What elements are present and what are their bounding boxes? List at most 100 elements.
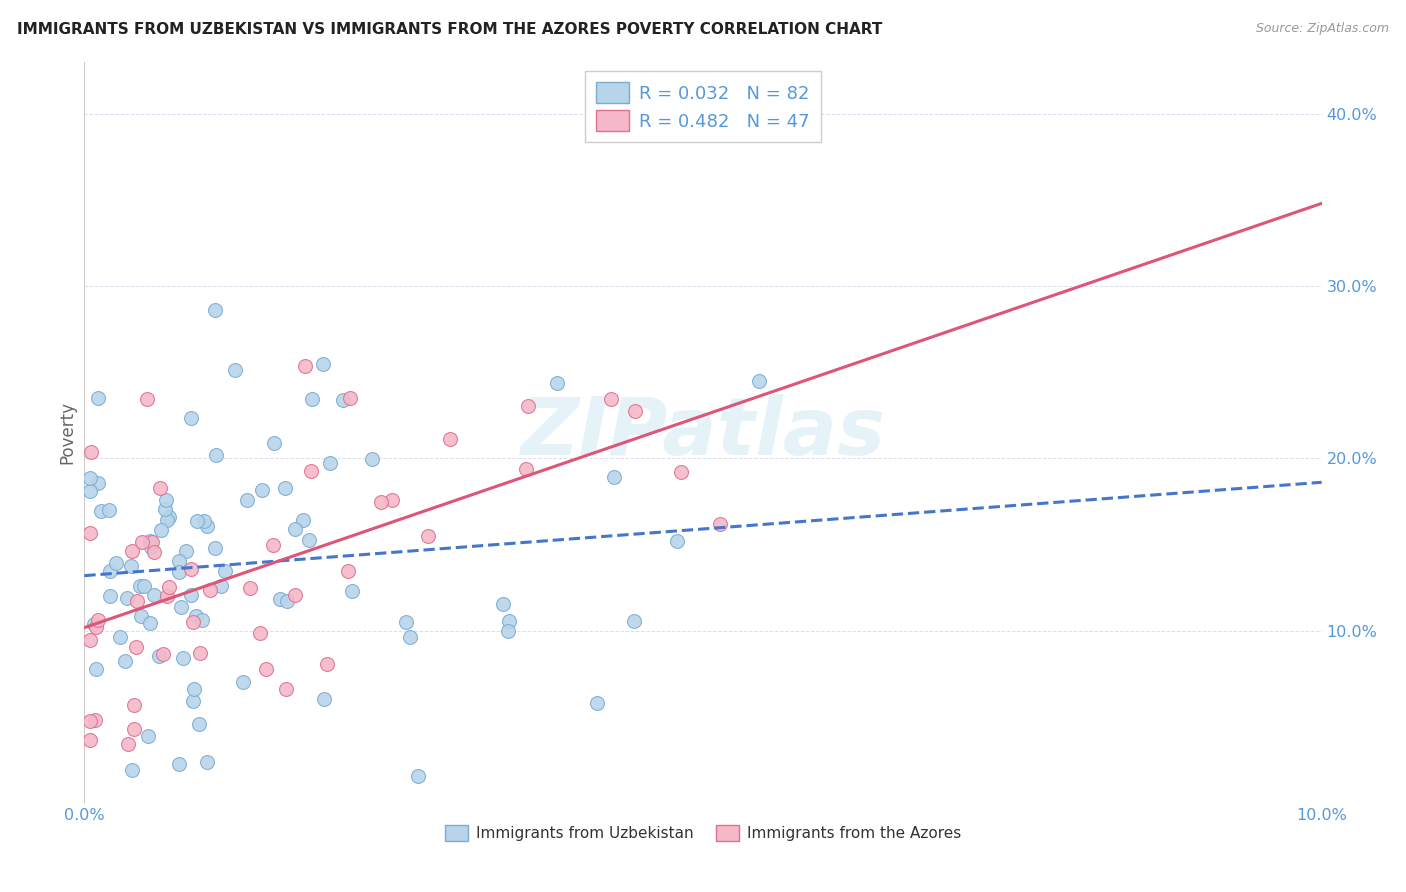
Point: [284, 522, 307, 536]
Point: [136, 729, 159, 743]
Point: [183, 681, 205, 696]
Point: [274, 682, 297, 697]
Point: [181, 694, 204, 708]
Point: [100, 589, 122, 603]
Point: [141, 535, 163, 549]
Point: [86, 662, 108, 676]
Point: [262, 539, 284, 553]
Legend: Immigrants from Uzbekistan, Immigrants from the Azores: Immigrants from Uzbekistan, Immigrants f…: [439, 819, 967, 847]
Point: [669, 465, 692, 479]
Point: [204, 541, 226, 555]
Point: [214, 564, 236, 578]
Point: [186, 514, 208, 528]
Point: [332, 392, 354, 407]
Point: [250, 483, 273, 497]
Point: [124, 722, 146, 736]
Point: [301, 392, 323, 407]
Point: [87, 614, 110, 628]
Point: [84, 620, 107, 634]
Point: [709, 516, 731, 531]
Point: [115, 591, 138, 606]
Point: [235, 493, 257, 508]
Point: [167, 554, 190, 568]
Point: [299, 464, 322, 478]
Point: [180, 562, 202, 576]
Point: [138, 616, 160, 631]
Point: [155, 493, 177, 508]
Point: [120, 558, 142, 573]
Point: [87, 391, 110, 405]
Point: [180, 588, 202, 602]
Point: [121, 763, 143, 777]
Point: [603, 470, 626, 484]
Point: [184, 608, 207, 623]
Point: [599, 392, 621, 406]
Point: [249, 626, 271, 640]
Point: [418, 529, 440, 543]
Point: [406, 769, 429, 783]
Point: [108, 630, 131, 644]
Point: [269, 592, 291, 607]
Point: [439, 432, 461, 446]
Point: [105, 556, 128, 570]
Point: [515, 462, 537, 476]
Point: [312, 358, 335, 372]
Point: [84, 713, 107, 727]
Point: [98, 502, 121, 516]
Point: [181, 615, 204, 629]
Point: [191, 614, 214, 628]
Point: [142, 589, 165, 603]
Point: [586, 696, 609, 710]
Point: [170, 599, 193, 614]
Point: [498, 624, 520, 638]
Point: [121, 544, 143, 558]
Point: [209, 579, 232, 593]
Point: [276, 594, 298, 608]
Point: [150, 523, 173, 537]
Point: [125, 640, 148, 654]
Point: [546, 376, 568, 391]
Point: [90, 503, 112, 517]
Point: [623, 615, 645, 629]
Point: [198, 582, 221, 597]
Point: [361, 451, 384, 466]
Point: [498, 615, 520, 629]
Point: [79, 632, 101, 647]
Point: [139, 540, 162, 554]
Point: [193, 514, 215, 528]
Point: [79, 526, 101, 541]
Point: [131, 535, 153, 549]
Point: [156, 513, 179, 527]
Point: [114, 654, 136, 668]
Point: [176, 544, 198, 558]
Point: [623, 403, 645, 417]
Text: IMMIGRANTS FROM UZBEKISTAN VS IMMIGRANTS FROM THE AZORES POVERTY CORRELATION CHA: IMMIGRANTS FROM UZBEKISTAN VS IMMIGRANTS…: [17, 22, 882, 37]
Text: ZIPatlas: ZIPatlas: [520, 393, 886, 472]
Point: [370, 495, 392, 509]
Point: [340, 583, 363, 598]
Point: [339, 392, 361, 406]
Point: [167, 565, 190, 579]
Point: [195, 518, 218, 533]
Point: [98, 564, 121, 578]
Point: [283, 588, 305, 602]
Point: [318, 456, 340, 470]
Point: [157, 580, 180, 594]
Point: [492, 597, 515, 611]
Point: [665, 534, 688, 549]
Point: [79, 471, 101, 485]
Point: [79, 445, 101, 459]
Point: [172, 651, 194, 665]
Point: [83, 616, 105, 631]
Point: [167, 757, 190, 772]
Point: [188, 717, 211, 731]
Point: [316, 657, 339, 672]
Point: [395, 615, 418, 629]
Point: [204, 302, 226, 317]
Point: [381, 493, 404, 508]
Point: [294, 359, 316, 373]
Point: [148, 648, 170, 663]
Point: [142, 545, 165, 559]
Point: [152, 647, 174, 661]
Point: [312, 692, 335, 706]
